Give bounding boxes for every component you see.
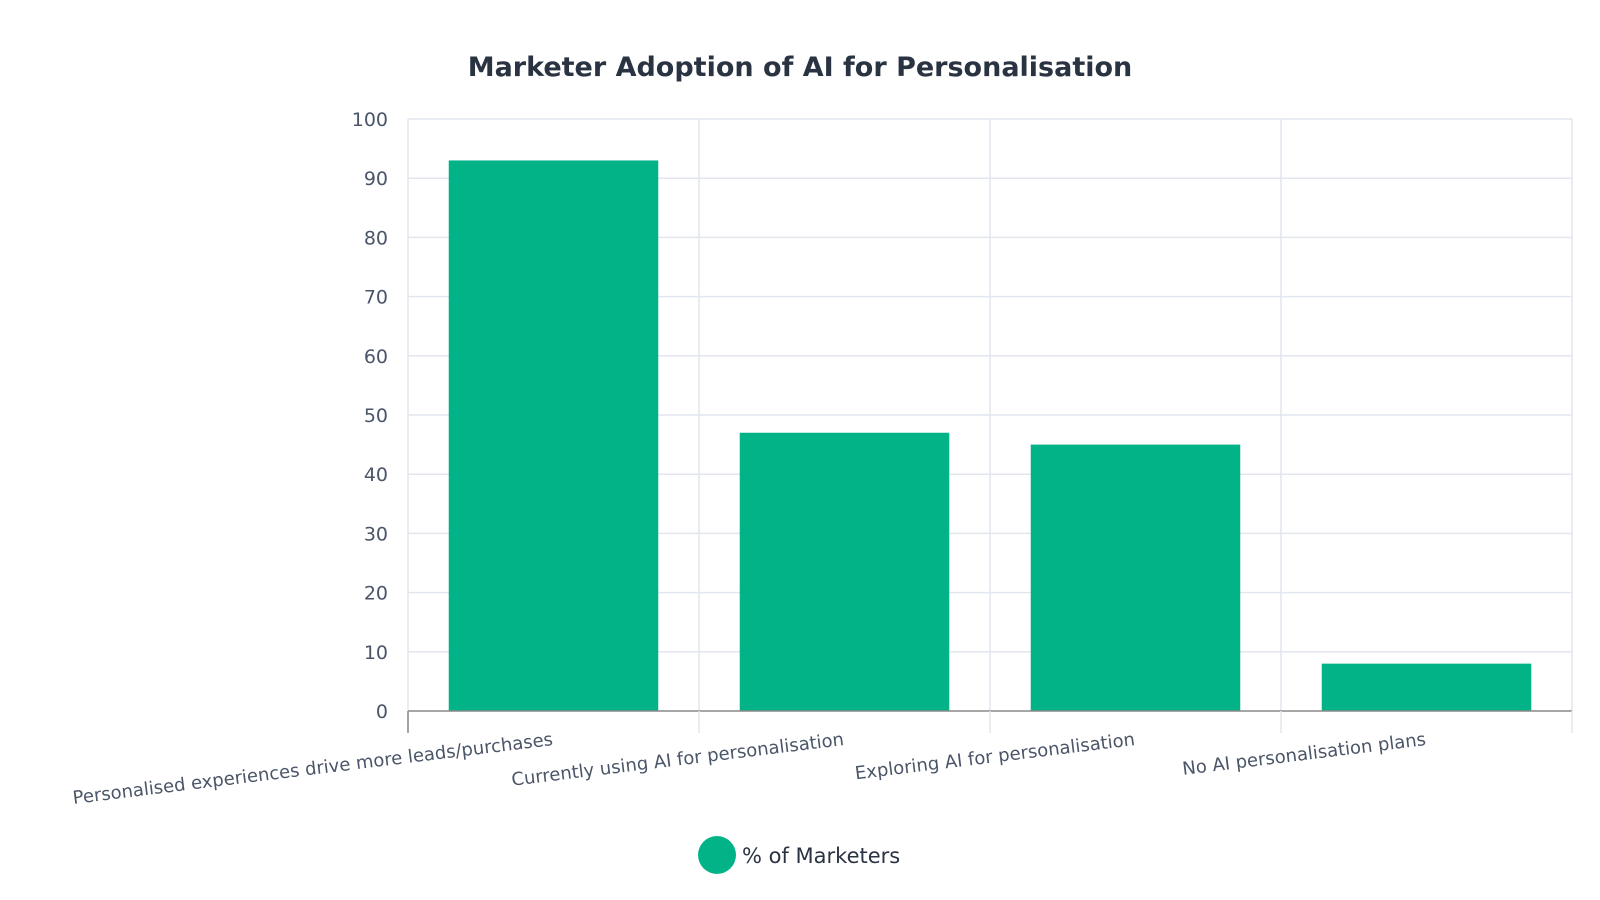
y-tick-label: 0	[376, 701, 388, 723]
bar	[1030, 444, 1241, 711]
legend-label: % of Marketers	[742, 844, 900, 868]
legend[interactable]: % of Marketers	[698, 836, 900, 874]
y-tick-label: 70	[364, 287, 388, 309]
x-tick-label: Personalised experiences drive more lead…	[72, 729, 555, 809]
bars	[448, 160, 1532, 711]
y-tick-label: 10	[364, 642, 388, 664]
x-tick-label: Currently using AI for personalisation	[510, 729, 845, 791]
bar	[739, 432, 950, 711]
x-tick-label: Exploring AI for personalisation	[854, 729, 1136, 784]
y-tick-label: 80	[364, 227, 388, 249]
y-tick-label: 60	[364, 346, 388, 368]
y-tick-label: 20	[364, 583, 388, 605]
x-axis: Personalised experiences drive more lead…	[72, 711, 1573, 809]
y-tick-label: 40	[364, 464, 388, 486]
y-tick-label: 50	[364, 405, 388, 427]
chart-title: Marketer Adoption of AI for Personalisat…	[468, 52, 1133, 83]
legend-swatch	[698, 836, 736, 874]
x-tick-label: No AI personalisation plans	[1181, 729, 1427, 780]
y-tick-label: 90	[364, 168, 388, 190]
y-tick-label: 100	[352, 109, 388, 131]
bar	[448, 160, 659, 711]
y-tick-label: 30	[364, 523, 388, 545]
bar	[1321, 663, 1532, 711]
